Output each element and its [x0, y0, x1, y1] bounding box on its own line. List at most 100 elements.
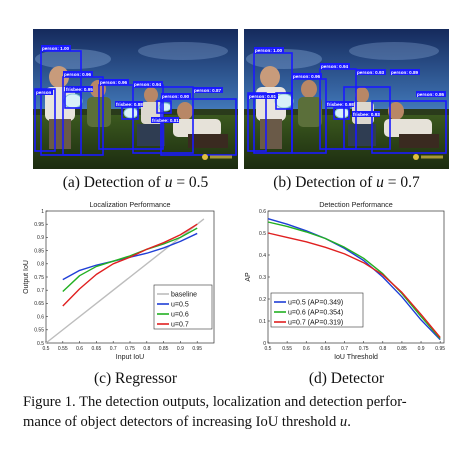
detection-label-a-9: frisbee: 0.81 — [152, 118, 179, 123]
chart0-xtick-label-5: 0.75 — [125, 346, 135, 352]
chart0-ytick-label-6: 0.8 — [37, 262, 44, 268]
chart1-xtick-label-2: 0.6 — [303, 346, 310, 352]
detection-label-a-7: frisbee: 0.95 — [66, 87, 93, 92]
chart0-ytick-label-4: 0.7 — [37, 288, 44, 294]
chart1-ytick-label-1: 0.1 — [259, 319, 266, 325]
detection-label-a-6: person — [36, 90, 52, 95]
chart1-ytick-label-3: 0.3 — [259, 275, 266, 281]
caption-c: (c) Regressor — [93, 370, 178, 387]
chart0-ytick-label-8: 0.9 — [37, 235, 44, 241]
chart1-series-line-0 — [267, 218, 441, 341]
chart0-ytick-label-10: 1 — [41, 209, 44, 215]
chart1-xtick-label-7: 0.85 — [397, 346, 407, 352]
chart1-legend-frame — [270, 292, 364, 328]
detection-label-b-0: person: 1.00 — [255, 48, 283, 53]
chart0-ytick-label-1: 0.55 — [34, 328, 44, 334]
detection-label-a-1: person: 0.96 — [64, 72, 92, 77]
detection-label-b-7: frisbee: 0.98 — [327, 102, 354, 107]
detection-label-b-6: person: 0.91 — [249, 94, 277, 99]
chart0-legend-frame — [153, 284, 213, 330]
caption-a-variable: u — [164, 174, 173, 191]
watermark-logo-a — [202, 154, 232, 160]
chart1-legend-label-1: u=0.6 (AP=0.354) — [288, 309, 343, 316]
chart0-ytick-label-7: 0.85 — [34, 248, 44, 254]
figure-caption-line-2-end: . — [347, 414, 351, 430]
caption-b-prefix: (b) Detection of — [273, 174, 377, 191]
caption-a: (a) Detection of u = 0.5 — [33, 174, 238, 192]
chart1-xtick-label-1: 0.55 — [282, 346, 292, 352]
chart1-x-axis-label: IoU Threshold — [334, 354, 378, 361]
chart0-xtick-label-8: 0.9 — [177, 346, 184, 352]
caption-d: (d) Detector — [308, 370, 385, 387]
detection-label-a-5: person: 0.87 — [194, 88, 222, 93]
chart1-title: Detection Performance — [319, 200, 393, 209]
chart0-xtick-label-4: 0.7 — [110, 346, 117, 352]
chart0-ytick-label-2: 0.6 — [37, 314, 44, 320]
detection-scene-b: person: 1.00 person: 0.96 person: 0.94 p… — [244, 29, 449, 169]
detection-label-a-2: person: 0.96 — [100, 80, 128, 85]
detection-image-b: person: 1.00 person: 0.96 person: 0.94 p… — [244, 29, 449, 169]
chart1-legend-label-2: u=0.7 (AP=0.319) — [288, 319, 343, 326]
chart0-ytick-label-9: 0.95 — [34, 222, 44, 228]
chart0-ytick-label-5: 0.75 — [34, 275, 44, 281]
figure-caption: Figure 1. The detection outputs, localiz… — [23, 392, 463, 432]
chart0-xtick-label-9: 0.95 — [192, 346, 202, 352]
chart1-xtick-label-5: 0.75 — [359, 346, 369, 352]
chart0-xtick-label-7: 0.85 — [159, 346, 169, 352]
chart1-xtick-label-6: 0.8 — [379, 346, 386, 352]
chart0-ytick-label-0: 0.5 — [37, 341, 44, 347]
caption-b-suffix: = 0.7 — [383, 174, 420, 191]
chart0-xtick-label-3: 0.65 — [92, 346, 102, 352]
chart0-x-axis-label: Input IoU — [116, 354, 144, 361]
chart1-y-axis-label: AP — [245, 272, 252, 282]
figure-caption-line-2-text: mance of object detectors of increasing … — [23, 414, 340, 430]
chart1-xtick-label-8: 0.9 — [418, 346, 425, 352]
chart0-legend-label-2: u=0.6 — [171, 311, 189, 318]
chart0-title: Localization Performance — [89, 200, 170, 209]
watermark-logo-b — [413, 154, 443, 160]
chart0-y-axis-label: Output IoU — [23, 260, 30, 294]
chart1-ytick-label-2: 0.2 — [259, 297, 266, 303]
detection-label-b-1: person: 0.96 — [293, 74, 321, 79]
chart1-ytick-label-4: 0.4 — [259, 253, 266, 259]
detection-label-a-4: person: 0.90 — [162, 94, 190, 99]
chart0-legend-label-0: baseline — [171, 291, 197, 298]
detection-label-a-8: frisbee: 0.88 — [116, 102, 143, 107]
caption-a-suffix: = 0.5 — [172, 174, 209, 191]
detection-label-b-5: person: 0.86 — [417, 92, 445, 97]
chart1-ytick-label-6: 0.6 — [259, 209, 266, 215]
chart1-ytick-label-5: 0.5 — [259, 231, 266, 237]
caption-b-variable: u — [376, 174, 384, 191]
chart1-series-line-1 — [267, 221, 441, 340]
chart1-legend-label-0: u=0.5 (AP=0.349) — [288, 299, 343, 306]
chart0-series-line-0 — [45, 218, 205, 344]
chart1-ytick-label-0: 0 — [263, 341, 266, 347]
figure-caption-variable: u — [339, 414, 348, 430]
chart1-xtick-label-9: 0.95 — [435, 346, 445, 352]
detection-label-a-0: person: 1.00 — [42, 46, 70, 51]
chart1-xtick-label-0: 0.5 — [265, 346, 272, 352]
detection-label-a-3: person: 0.94 — [134, 82, 162, 87]
detection-performance-chart: Detection Performance 0.5 0.55 0.6 0.65 0.7 0.… — [245, 200, 445, 361]
chart0-series-line-3 — [62, 223, 198, 307]
detection-label-b-3: person: 0.93 — [357, 70, 385, 75]
detection-scene-a: person: 1.00 person: 0.96 person: 0.96 p… — [33, 29, 238, 169]
detection-label-b-8: frisbee: 0.93 — [353, 112, 380, 117]
chart0-xtick-label-1: 0.55 — [58, 346, 68, 352]
caption-a-prefix: (a) Detection of — [62, 174, 165, 191]
chart1-xtick-label-3: 0.65 — [321, 346, 331, 352]
caption-b: (b) Detection of u = 0.7 — [244, 174, 449, 192]
chart0-xtick-label-2: 0.6 — [76, 346, 83, 352]
chart0-xtick-label-0: 0.5 — [43, 346, 50, 352]
chart0-legend-label-3: u=0.7 — [171, 321, 189, 328]
detection-image-a: person: 1.00 person: 0.96 person: 0.96 p… — [33, 29, 238, 169]
figure-caption-line-1: Figure 1. The detection outputs, localiz… — [23, 394, 407, 410]
chart1-xtick-label-4: 0.7 — [341, 346, 348, 352]
figure-caption-line-2: mance of object detectors of increasing … — [23, 412, 463, 432]
chart0-series-line-2 — [62, 227, 198, 293]
detection-label-b-4: person: 0.89 — [391, 70, 419, 75]
chart1-series-line-2 — [267, 232, 441, 338]
chart0-xtick-label-6: 0.8 — [143, 346, 150, 352]
detection-label-b-2: person: 0.94 — [321, 64, 349, 69]
localization-performance-chart: Localization Performance 0.5 0.55 0.6 0.65 0.… — [23, 200, 215, 361]
